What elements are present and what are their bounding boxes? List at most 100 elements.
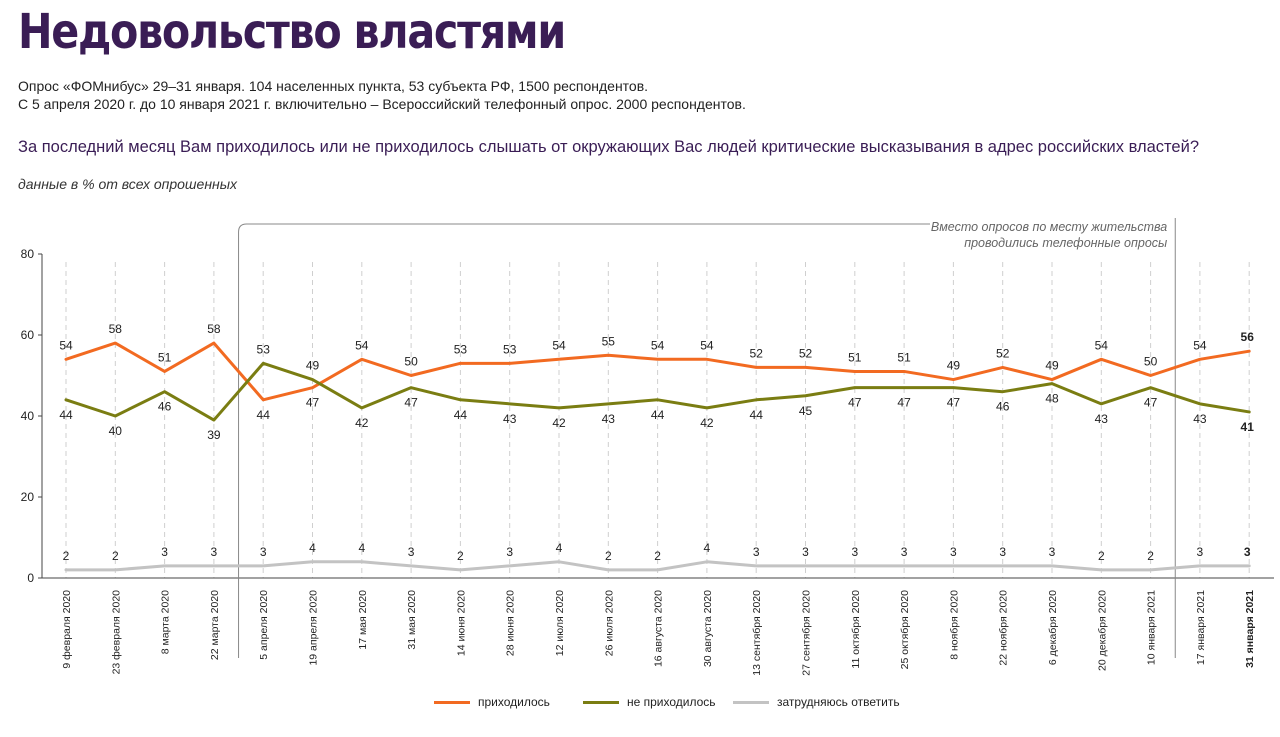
- data-label-undecided: 2: [112, 549, 119, 563]
- data-label-heard: 54: [1193, 338, 1207, 352]
- data-label-not-heard: 47: [897, 396, 911, 410]
- x-tick-label: 14 июня 2020: [455, 590, 467, 656]
- data-label-not-heard: 44: [59, 408, 73, 422]
- data-label-heard: 50: [1144, 355, 1158, 369]
- data-label-undecided: 3: [1197, 545, 1204, 559]
- data-label-undecided: 2: [1098, 549, 1105, 563]
- x-tick-label: 16 августа 2020: [653, 590, 665, 667]
- x-tick-label: 11 октября 2020: [850, 590, 862, 669]
- data-label-heard: 50: [404, 355, 418, 369]
- data-label-heard: 47: [306, 396, 320, 410]
- data-label-undecided: 3: [851, 545, 858, 559]
- y-tick-label: 20: [21, 490, 35, 504]
- data-note: данные в % от всех опрошенных: [18, 176, 238, 192]
- x-tick-label: 26 июля 2020: [603, 590, 615, 656]
- x-tick-label: 19 апреля 2020: [308, 590, 320, 666]
- data-label-heard: 49: [947, 359, 961, 373]
- data-label-heard: 58: [109, 322, 123, 336]
- data-label-heard: 53: [503, 342, 517, 356]
- x-tick-label: 10 января 2021: [1146, 590, 1158, 665]
- data-label-undecided: 2: [1147, 549, 1154, 563]
- legend-swatch: [733, 700, 769, 704]
- data-label-not-heard: 42: [552, 416, 566, 430]
- data-label-heard: 54: [355, 338, 369, 352]
- phone-period-annotation: проводились телефонные опросы: [964, 236, 1167, 250]
- data-label-undecided: 2: [457, 549, 464, 563]
- data-label-heard: 49: [1045, 359, 1059, 373]
- data-label-not-heard: 43: [1193, 412, 1207, 426]
- legend-label: не приходилось: [627, 695, 716, 709]
- data-label-not-heard: 40: [109, 424, 123, 438]
- data-label-undecided: 4: [309, 541, 316, 555]
- line-chart: 0 20 40 60 80 Вместо опросов по месту жительс…: [21, 218, 1274, 676]
- data-label-undecided: 3: [999, 545, 1006, 559]
- x-tick-label: 8 ноября 2020: [948, 590, 960, 660]
- y-tick-label: 0: [27, 571, 34, 585]
- x-tick-label: 30 августа 2020: [702, 590, 714, 667]
- data-label-undecided: 3: [260, 545, 267, 559]
- y-tick-label: 40: [21, 409, 35, 423]
- chart-legend: приходилось не приходилось затрудняюсь о…: [0, 695, 1280, 715]
- legend-swatch: [583, 700, 619, 704]
- data-label-heard: 54: [552, 338, 566, 352]
- x-tick-label: 31 января 2021: [1244, 590, 1256, 668]
- survey-question: За последний месяц Вам приходилось или н…: [18, 138, 1199, 156]
- y-tick-label: 60: [21, 328, 35, 342]
- x-tick-label: 23 февраля 2020: [110, 590, 122, 675]
- x-tick-label: 22 марта 2020: [209, 590, 221, 660]
- data-label-not-heard: 47: [404, 396, 418, 410]
- data-label-undecided: 3: [1049, 545, 1056, 559]
- data-label-undecided: 3: [1244, 545, 1251, 559]
- legend-label: затрудняюсь ответить: [777, 695, 900, 709]
- data-label-undecided: 3: [802, 545, 809, 559]
- data-label-not-heard: 53: [257, 342, 271, 356]
- legend-item-heard: приходилось: [434, 695, 550, 709]
- x-tick-label: 17 января 2021: [1195, 590, 1207, 665]
- data-label-not-heard: 46: [158, 400, 172, 414]
- legend-swatch: [434, 700, 470, 704]
- x-tick-label: 13 сентября 2020: [751, 590, 763, 676]
- data-label-undecided: 3: [753, 545, 760, 559]
- data-label-heard: 51: [158, 350, 172, 364]
- data-label-not-heard: 39: [207, 428, 221, 442]
- data-label-not-heard: 42: [355, 416, 369, 430]
- data-label-heard: 54: [700, 338, 714, 352]
- data-label-not-heard: 42: [700, 416, 714, 430]
- phone-survey-description: С 5 апреля 2020 г. до 10 января 2021 г. …: [18, 96, 746, 112]
- x-tick-label: 28 июня 2020: [505, 590, 517, 656]
- x-tick-label: 25 октября 2020: [899, 590, 911, 670]
- data-label-heard: 54: [651, 338, 665, 352]
- data-label-undecided: 4: [556, 541, 563, 555]
- data-label-not-heard: 44: [454, 408, 468, 422]
- data-label-not-heard: 49: [306, 359, 320, 373]
- data-label-heard: 54: [1095, 338, 1109, 352]
- x-tick-label: 5 апреля 2020: [258, 590, 270, 660]
- data-label-not-heard: 44: [651, 408, 665, 422]
- data-label-heard: 55: [602, 334, 616, 348]
- data-label-heard: 54: [59, 338, 73, 352]
- data-label-undecided: 3: [161, 545, 168, 559]
- x-tick-label: 31 мая 2020: [406, 590, 418, 650]
- data-label-undecided: 3: [408, 545, 415, 559]
- x-tick-label: 12 июля 2020: [554, 590, 566, 656]
- data-label-not-heard: 48: [1045, 392, 1059, 406]
- data-label-heard: 51: [897, 350, 911, 364]
- data-label-heard: 52: [750, 346, 764, 360]
- data-label-heard: 53: [454, 342, 468, 356]
- x-tick-label: 6 декабря 2020: [1047, 590, 1059, 665]
- data-label-not-heard: 43: [602, 412, 616, 426]
- x-tick-label: 17 мая 2020: [357, 590, 369, 650]
- data-label-not-heard: 44: [750, 408, 764, 422]
- legend-item-undecided: затрудняюсь ответить: [733, 695, 900, 709]
- data-label-heard: 58: [207, 322, 221, 336]
- data-label-undecided: 2: [605, 549, 612, 563]
- series-line-0: [64, 341, 1251, 402]
- legend-label: приходилось: [478, 695, 550, 709]
- survey-description: Опрос «ФОМнибус» 29–31 января. 104 насел…: [18, 78, 649, 94]
- data-label-undecided: 4: [358, 541, 365, 555]
- series-line-2: [64, 560, 1251, 572]
- data-label-heard: 51: [848, 350, 862, 364]
- page-title: Недовольство властями: [18, 4, 566, 60]
- data-label-not-heard: 41: [1241, 420, 1255, 434]
- x-tick-label: 9 февраля 2020: [61, 590, 73, 669]
